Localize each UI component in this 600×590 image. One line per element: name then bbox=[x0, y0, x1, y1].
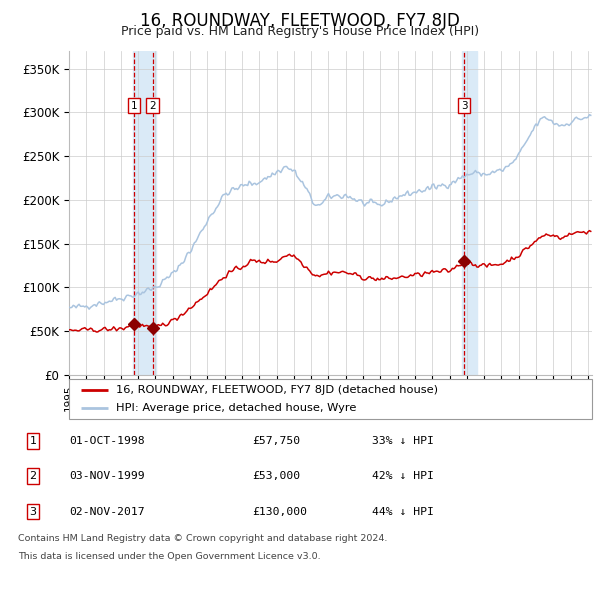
Text: 3: 3 bbox=[461, 100, 467, 110]
Text: 44% ↓ HPI: 44% ↓ HPI bbox=[372, 507, 434, 516]
Text: 1: 1 bbox=[131, 100, 137, 110]
Text: £53,000: £53,000 bbox=[252, 471, 300, 481]
Text: HPI: Average price, detached house, Wyre: HPI: Average price, detached house, Wyre bbox=[116, 403, 356, 413]
Text: Contains HM Land Registry data © Crown copyright and database right 2024.: Contains HM Land Registry data © Crown c… bbox=[18, 534, 388, 543]
Text: 02-NOV-2017: 02-NOV-2017 bbox=[69, 507, 145, 516]
Text: £130,000: £130,000 bbox=[252, 507, 307, 516]
Text: 16, ROUNDWAY, FLEETWOOD, FY7 8JD (detached house): 16, ROUNDWAY, FLEETWOOD, FY7 8JD (detach… bbox=[116, 385, 438, 395]
Text: 2: 2 bbox=[29, 471, 37, 481]
Text: 01-OCT-1998: 01-OCT-1998 bbox=[69, 436, 145, 445]
Text: 3: 3 bbox=[29, 507, 37, 516]
Text: This data is licensed under the Open Government Licence v3.0.: This data is licensed under the Open Gov… bbox=[18, 552, 320, 560]
Bar bbox=[133, 51, 156, 375]
Text: Price paid vs. HM Land Registry's House Price Index (HPI): Price paid vs. HM Land Registry's House … bbox=[121, 25, 479, 38]
Text: 42% ↓ HPI: 42% ↓ HPI bbox=[372, 471, 434, 481]
Text: 2: 2 bbox=[149, 100, 156, 110]
Text: 03-NOV-1999: 03-NOV-1999 bbox=[69, 471, 145, 481]
Text: 16, ROUNDWAY, FLEETWOOD, FY7 8JD: 16, ROUNDWAY, FLEETWOOD, FY7 8JD bbox=[140, 12, 460, 30]
Text: £57,750: £57,750 bbox=[252, 436, 300, 445]
Bar bbox=[463, 51, 477, 375]
Text: 1: 1 bbox=[29, 436, 37, 445]
Text: 33% ↓ HPI: 33% ↓ HPI bbox=[372, 436, 434, 445]
